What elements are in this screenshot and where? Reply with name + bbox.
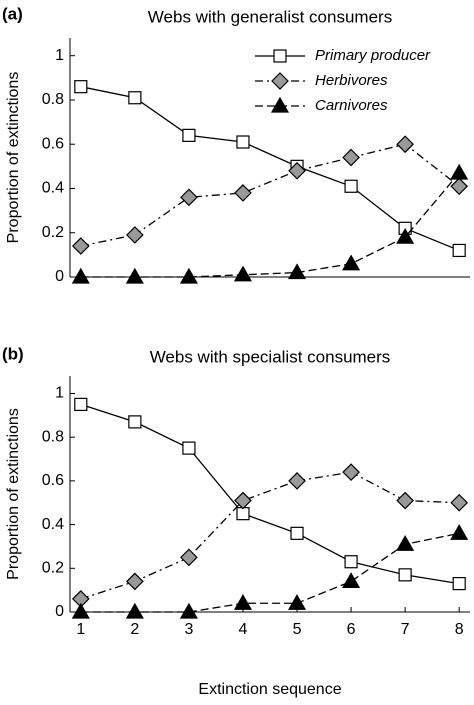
- series-line: [80, 471, 460, 600]
- marker: [128, 415, 142, 429]
- y-tick-label: 0.4: [42, 516, 64, 533]
- marker: [125, 602, 144, 619]
- panel-label: (a): [2, 4, 23, 23]
- marker: [71, 602, 90, 619]
- x-tick-label: 2: [130, 621, 139, 638]
- x-tick-label: 6: [347, 621, 356, 638]
- x-axis-label: Extinction sequence: [198, 681, 341, 698]
- x-tick-label: 5: [293, 621, 302, 638]
- y-tick-label: 0.2: [42, 224, 64, 241]
- marker: [396, 227, 415, 244]
- legend-marker: [273, 49, 287, 63]
- marker: [74, 397, 88, 412]
- marker: [234, 184, 252, 202]
- x-tick-label: 8: [455, 621, 464, 638]
- marker: [236, 507, 250, 521]
- marker: [71, 267, 90, 284]
- marker: [342, 254, 361, 271]
- marker: [450, 493, 469, 512]
- series-line: [80, 532, 460, 613]
- y-tick-label: 0: [55, 268, 64, 285]
- legend-label: Primary producer: [315, 47, 431, 64]
- marker: [290, 526, 304, 540]
- marker: [396, 535, 415, 551]
- panel-label: (b): [2, 344, 24, 363]
- marker: [179, 602, 198, 619]
- y-tick-label: 0.8: [42, 91, 64, 108]
- series-line: [80, 86, 460, 252]
- legend-marker: [271, 72, 289, 90]
- chart-title: Webs with generalist consumers: [148, 7, 392, 26]
- marker: [342, 463, 360, 481]
- y-tick-label: 0.2: [42, 560, 64, 577]
- marker: [126, 226, 144, 244]
- legend-marker: [270, 96, 290, 113]
- marker: [125, 267, 144, 284]
- marker: [233, 594, 253, 610]
- series-line: [80, 143, 460, 247]
- marker: [182, 128, 196, 142]
- marker: [396, 491, 414, 510]
- marker: [128, 91, 142, 105]
- marker: [396, 135, 414, 154]
- marker: [452, 576, 466, 591]
- y-axis-label: Proportion of extinctions: [5, 408, 22, 580]
- series-line: [80, 172, 460, 278]
- marker: [344, 555, 358, 569]
- marker: [450, 163, 469, 180]
- marker: [452, 243, 466, 258]
- marker: [450, 177, 469, 196]
- marker: [342, 572, 361, 589]
- marker: [180, 188, 198, 207]
- marker: [287, 594, 307, 610]
- y-axis-label: Proportion of extinctions: [5, 72, 22, 244]
- x-tick-label: 3: [184, 621, 193, 638]
- marker: [182, 441, 196, 455]
- marker: [126, 572, 144, 591]
- y-tick-label: 0.4: [42, 180, 64, 197]
- marker: [342, 148, 360, 167]
- marker: [234, 491, 252, 510]
- chart-title: Webs with specialist consumers: [150, 347, 391, 366]
- marker: [74, 80, 88, 94]
- marker: [287, 263, 307, 280]
- marker: [450, 524, 469, 540]
- marker: [344, 179, 358, 193]
- y-tick-label: 1: [55, 385, 64, 402]
- y-tick-label: 0.6: [42, 472, 64, 489]
- marker: [179, 267, 198, 284]
- marker: [398, 568, 412, 582]
- y-tick-label: 0: [55, 603, 64, 620]
- marker: [233, 265, 253, 282]
- legend-label: Herbivores: [315, 72, 388, 89]
- marker: [288, 472, 306, 490]
- y-tick-label: 0.8: [42, 428, 64, 445]
- x-tick-label: 7: [401, 621, 410, 638]
- marker: [236, 135, 250, 149]
- x-tick-label: 1: [76, 621, 85, 638]
- y-tick-label: 0.6: [42, 135, 64, 152]
- series-line: [80, 403, 460, 585]
- x-tick-label: 4: [239, 621, 248, 638]
- y-tick-label: 1: [55, 47, 64, 64]
- legend-label: Carnivores: [315, 97, 388, 114]
- marker: [71, 237, 90, 255]
- marker: [288, 161, 306, 180]
- marker: [180, 548, 198, 567]
